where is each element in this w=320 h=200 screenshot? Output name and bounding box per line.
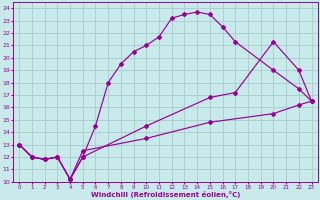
X-axis label: Windchill (Refroidissement éolien,°C): Windchill (Refroidissement éolien,°C) — [91, 191, 240, 198]
